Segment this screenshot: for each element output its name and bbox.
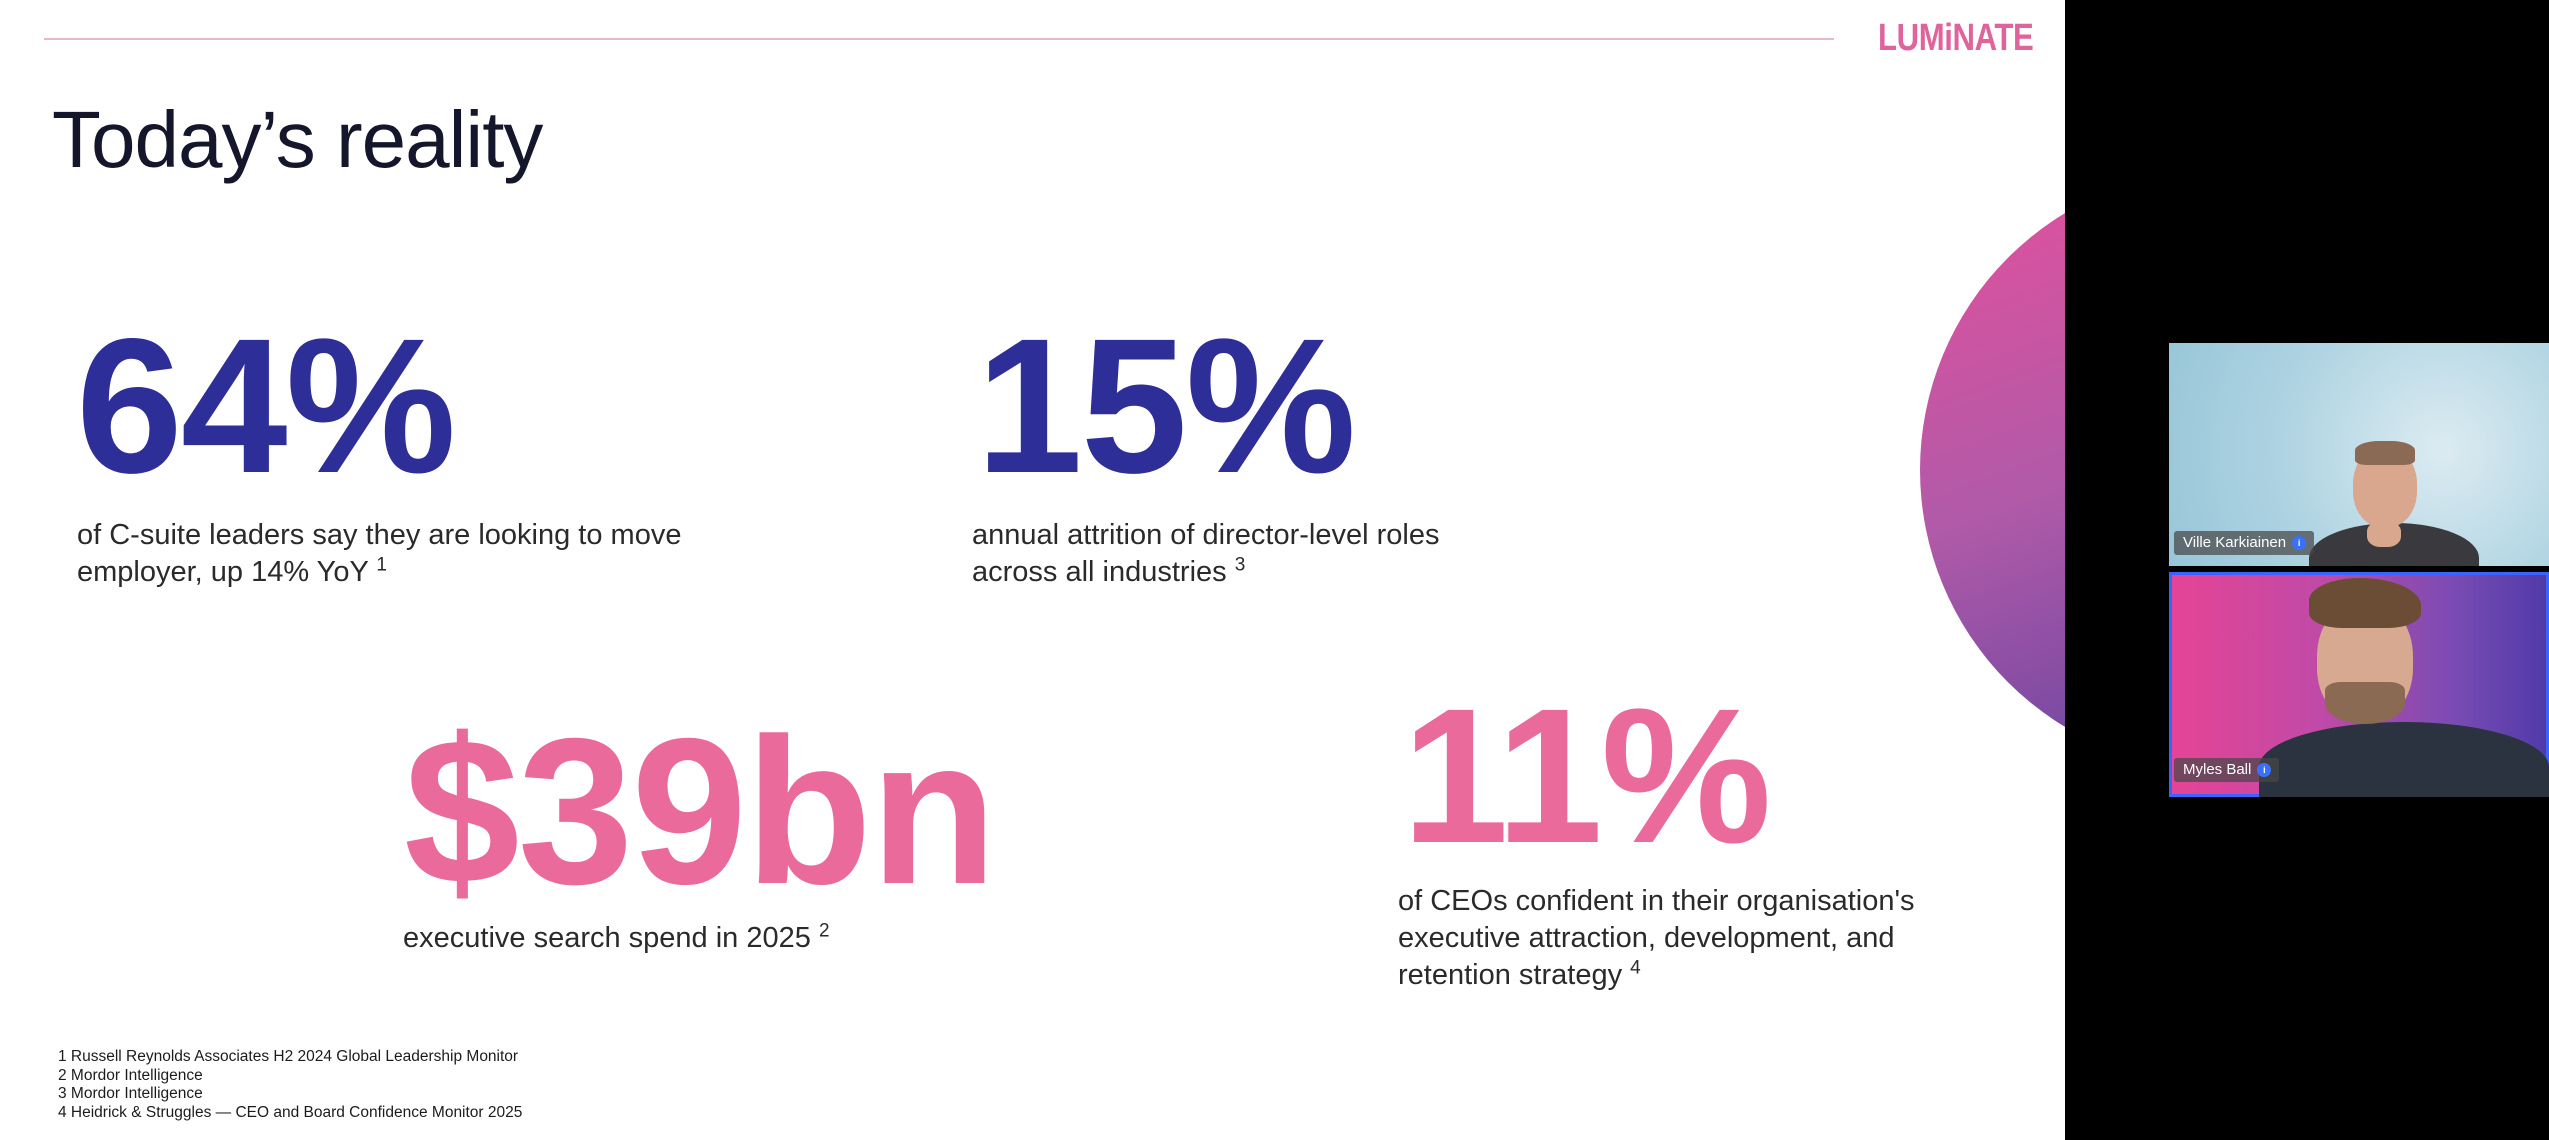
participant-name-tag: Ville Karkiainen i	[2174, 531, 2315, 555]
stat-description-attrition: annual attrition of director-level roles…	[972, 519, 1440, 588]
footnote: 3 Mordor Intelligence	[58, 1085, 203, 1102]
header-divider	[44, 38, 1834, 40]
stat-value-c-suite: 64%	[76, 298, 456, 513]
stat-description-c-suite: of C-suite leaders say they are looking …	[77, 519, 682, 588]
participant-name-tag: Myles Ball i	[2174, 758, 2280, 782]
video-tile-ville[interactable]: Ville Karkiainen i	[2169, 343, 2549, 566]
footnote-ref: 3	[1234, 554, 1246, 576]
video-tile-myles[interactable]: Myles Ball i	[2169, 572, 2549, 797]
footnote: 2 Mordor Intelligence	[58, 1066, 203, 1084]
stat-description-search-spend: executive search spend in 2025 2	[403, 920, 830, 954]
footnotes: 1 Russell Reynolds Associates H2 2024 Gl…	[58, 1048, 522, 1122]
slide-title: Today’s reality	[52, 95, 543, 184]
luminate-logo: LUMiNATE	[1878, 17, 2034, 59]
footnote-ref: 2	[818, 920, 830, 942]
stat-value-search-spend: $39bn	[404, 696, 997, 928]
info-icon[interactable]: i	[2257, 763, 2272, 777]
footnote-ref: 4	[1630, 957, 1641, 979]
footnote: 1 Russell Reynolds Associates H2 2024 Gl…	[58, 1048, 519, 1065]
stat-value-attrition: 15%	[976, 298, 1356, 513]
stat-value-ceo-confidence: 11%	[1402, 668, 1772, 883]
footnote-ref: 1	[376, 554, 387, 576]
footnote: 4 Heidrick & Struggles — CEO and Board C…	[58, 1103, 523, 1121]
decorative-gradient-circle	[1920, 170, 2065, 770]
info-icon[interactable]: i	[2292, 536, 2307, 550]
stat-description-ceo-confidence: of CEOs confident in their organisation'…	[1398, 885, 1915, 991]
presentation-slide: LUMiNATE Today’s reality 64% of C-suite …	[0, 0, 2065, 1140]
